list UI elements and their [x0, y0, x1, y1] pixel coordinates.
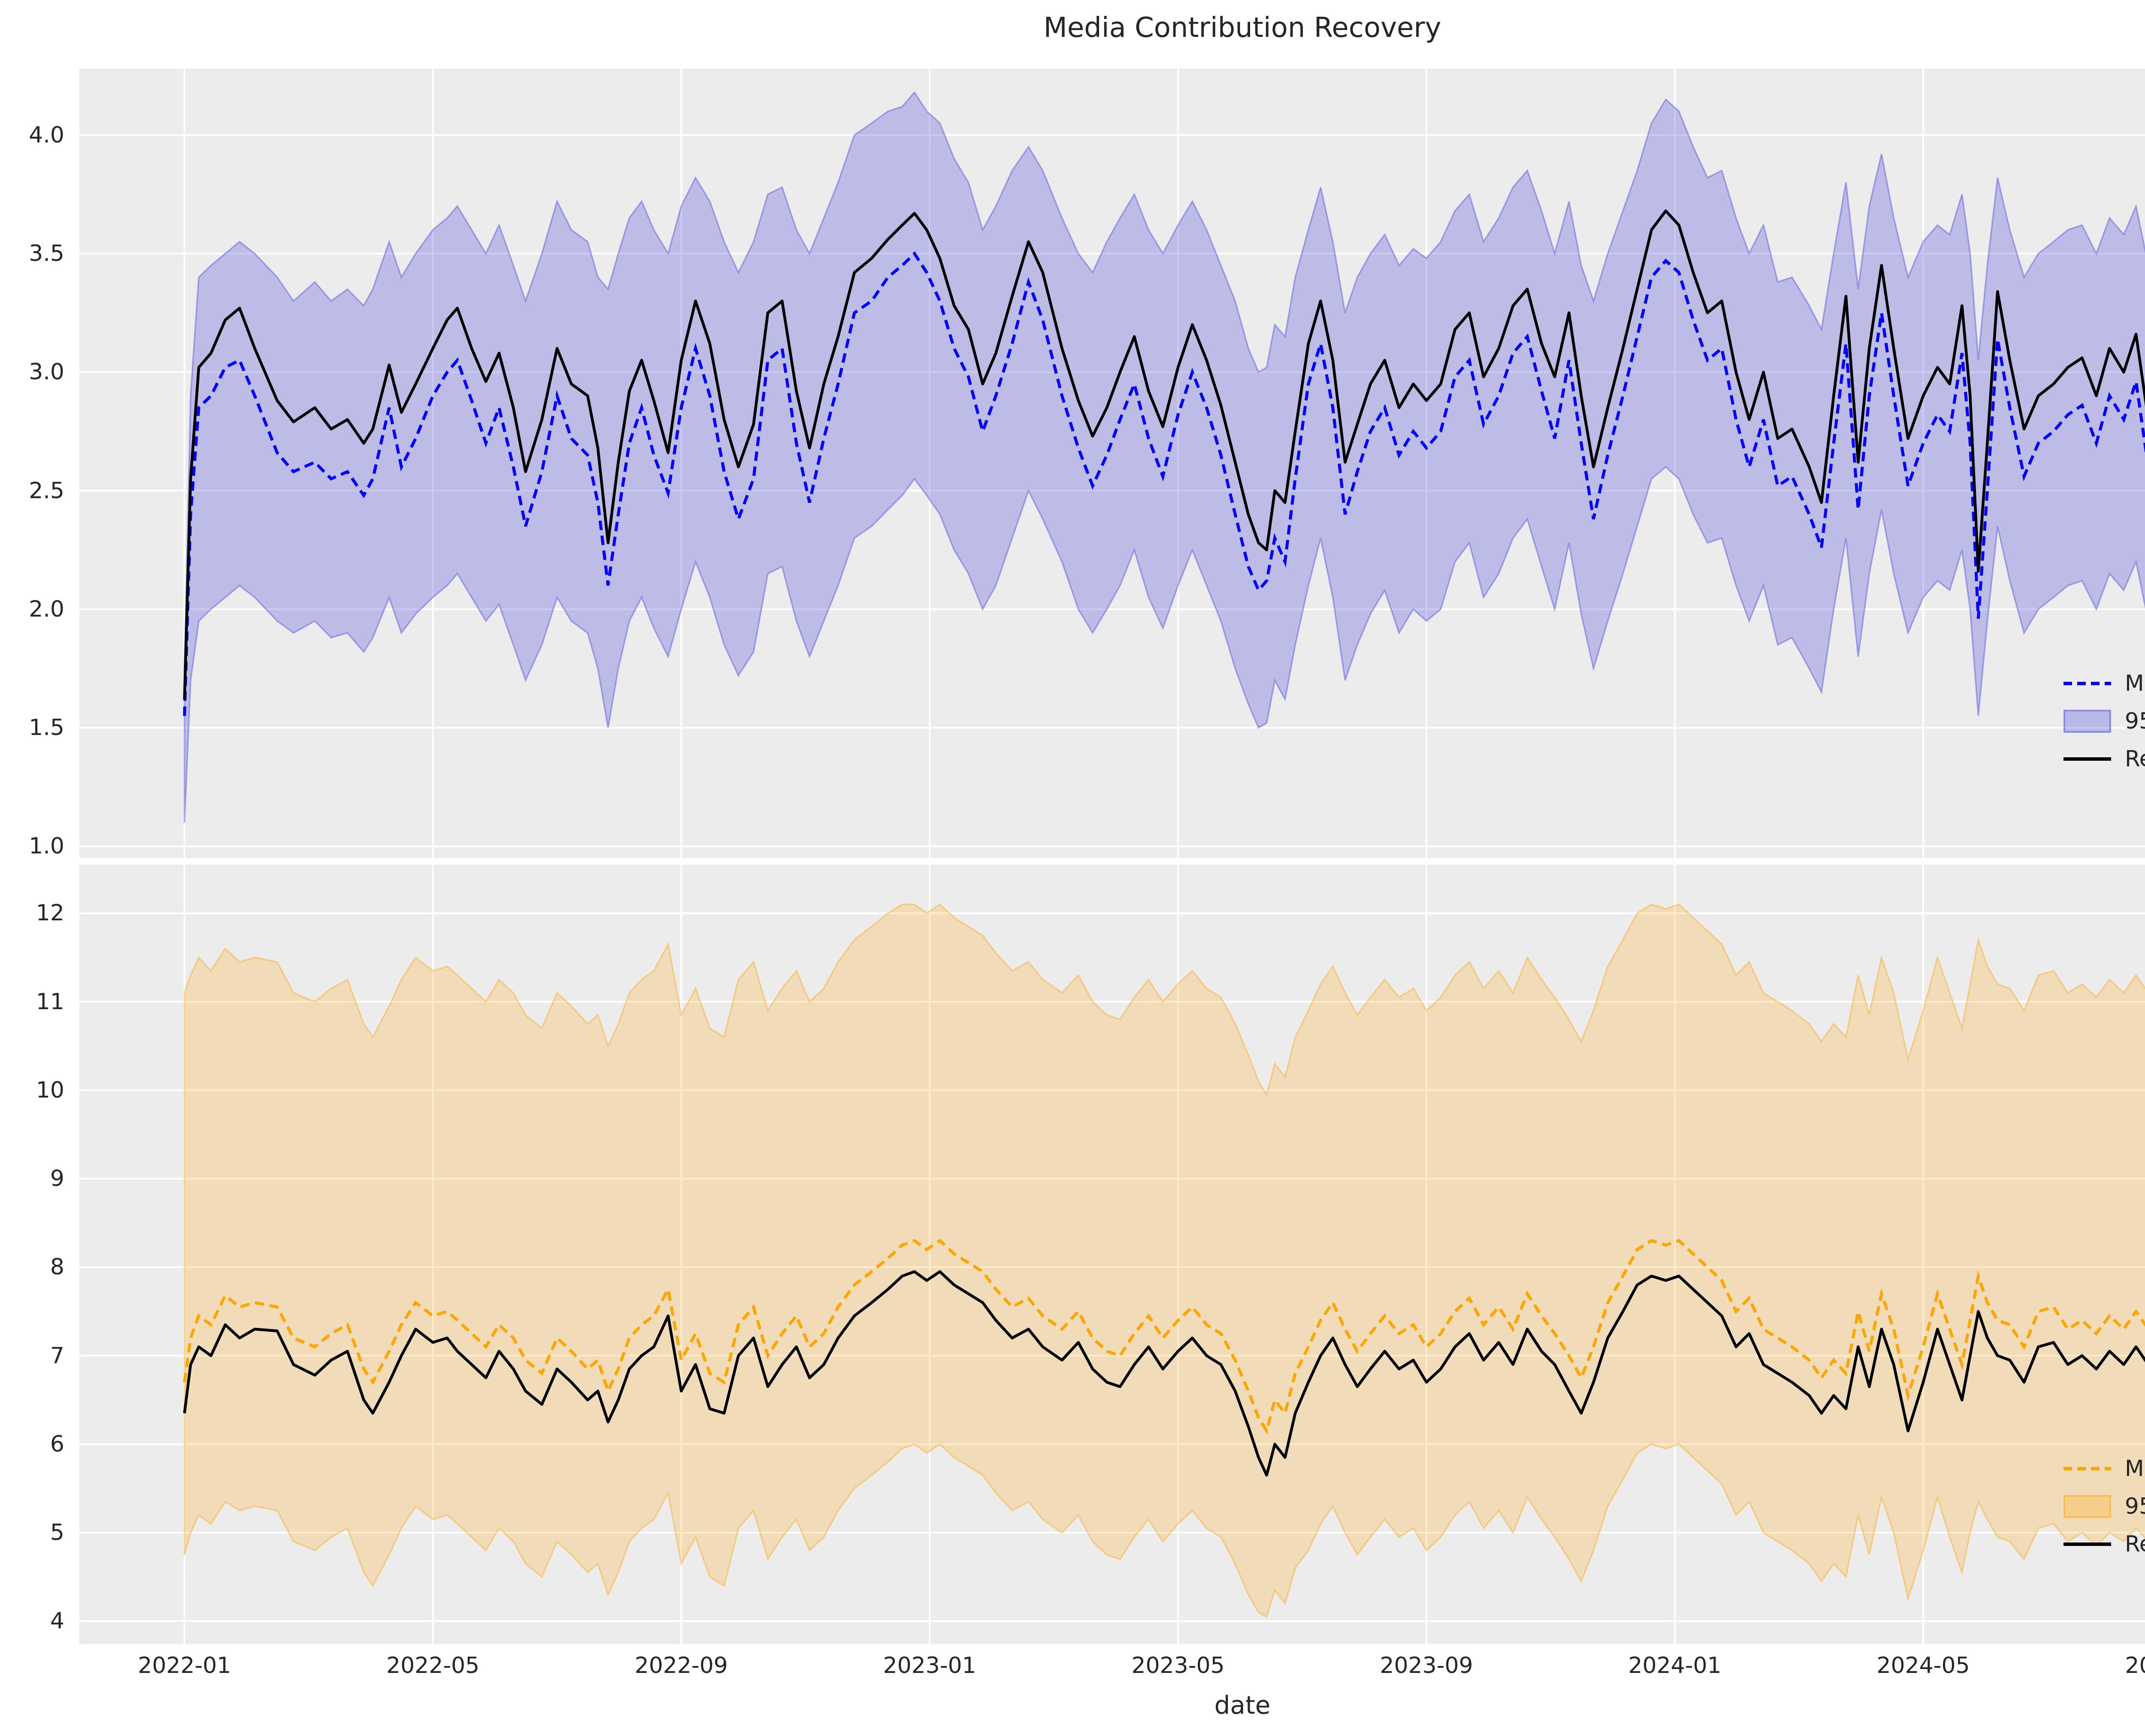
x2-y-tick-label: 12 — [36, 900, 64, 926]
legend-item: Real x1 Effect — [2063, 746, 2145, 772]
x2-y-tick-label: 6 — [50, 1431, 64, 1457]
x-tick-label: 2023-01 — [883, 1653, 976, 1679]
x2-y-tick-label: 8 — [50, 1254, 64, 1280]
x-tick-label: 2022-09 — [634, 1653, 728, 1679]
legend-label: Mean Recover x1 Effect — [2124, 671, 2145, 696]
panel-x1-legend: Mean Recover x1 Effect 95% Credible Inter… — [2063, 670, 2145, 772]
legend-item: 95% Credible Interval — [2063, 1493, 2145, 1520]
x-tick-label: 2022-05 — [386, 1653, 480, 1679]
x2-y-tick-label: 5 — [50, 1520, 64, 1546]
line-sample-icon — [2063, 682, 2111, 685]
x1-y-tick-label: 1.0 — [29, 833, 64, 859]
x2-mean-line — [183, 1239, 2145, 1435]
legend-item: Mean Recover x1 Effect — [2063, 670, 2145, 697]
x-tick-label: 2022-01 — [138, 1653, 231, 1679]
x2-real-line — [183, 1270, 2145, 1477]
x-tick-label: 2024-09 — [2125, 1653, 2145, 1679]
x2-y-tick-label: 10 — [36, 1077, 64, 1103]
chart-title: Media Contribution Recovery — [1043, 12, 1441, 44]
band-swatch-icon — [2063, 1495, 2111, 1518]
x1-y-tick-label: 2.0 — [29, 596, 64, 622]
line-sample-icon — [2063, 1467, 2111, 1470]
panel-x2-legend: Mean Recover x2 Effect 95% Credible Inter… — [2063, 1455, 2145, 1558]
x2-credible-interval-band — [184, 903, 2145, 1618]
legend-item: Real x2 Effect — [2063, 1531, 2145, 1558]
legend-label: 95% Credible Interval — [2124, 708, 2145, 734]
x1-y-tick-label: 4.0 — [29, 122, 64, 148]
x-tick-label: 2024-05 — [1876, 1653, 1970, 1679]
x2-y-tick-label: 4 — [50, 1608, 64, 1634]
legend-label: Mean Recover x2 Effect — [2124, 1456, 2145, 1482]
x-tick-label: 2023-05 — [1131, 1653, 1225, 1679]
x2-y-tick-label: 7 — [50, 1343, 64, 1369]
legend-item: 95% Credible Interval — [2063, 708, 2145, 735]
plot-background — [79, 69, 2145, 858]
x2-y-tick-label: 9 — [50, 1166, 64, 1192]
x1-mean-line — [183, 251, 2145, 716]
plot-background — [79, 865, 2145, 1644]
x2-y-tick-label: 11 — [36, 989, 64, 1015]
legend-label: Real x1 Effect — [2124, 746, 2145, 772]
x1-y-tick-label: 3.5 — [29, 240, 64, 266]
band-swatch-icon — [2063, 710, 2111, 733]
line-sample-icon — [2063, 757, 2111, 761]
legend-label: 95% Credible Interval — [2124, 1494, 2145, 1519]
x1-real-line — [183, 209, 2145, 699]
legend-label: Real x2 Effect — [2124, 1531, 2145, 1557]
x-tick-label: 2024-01 — [1628, 1653, 1722, 1679]
x1-y-tick-label: 3.0 — [29, 359, 64, 385]
x-tick-label: 2023-09 — [1380, 1653, 1473, 1679]
x1-y-tick-label: 1.5 — [29, 715, 64, 741]
line-sample-icon — [2063, 1542, 2111, 1546]
x-axis-label: date — [1214, 1691, 1271, 1720]
legend-item: Mean Recover x2 Effect — [2063, 1455, 2145, 1482]
x1-y-tick-label: 2.5 — [29, 478, 64, 504]
